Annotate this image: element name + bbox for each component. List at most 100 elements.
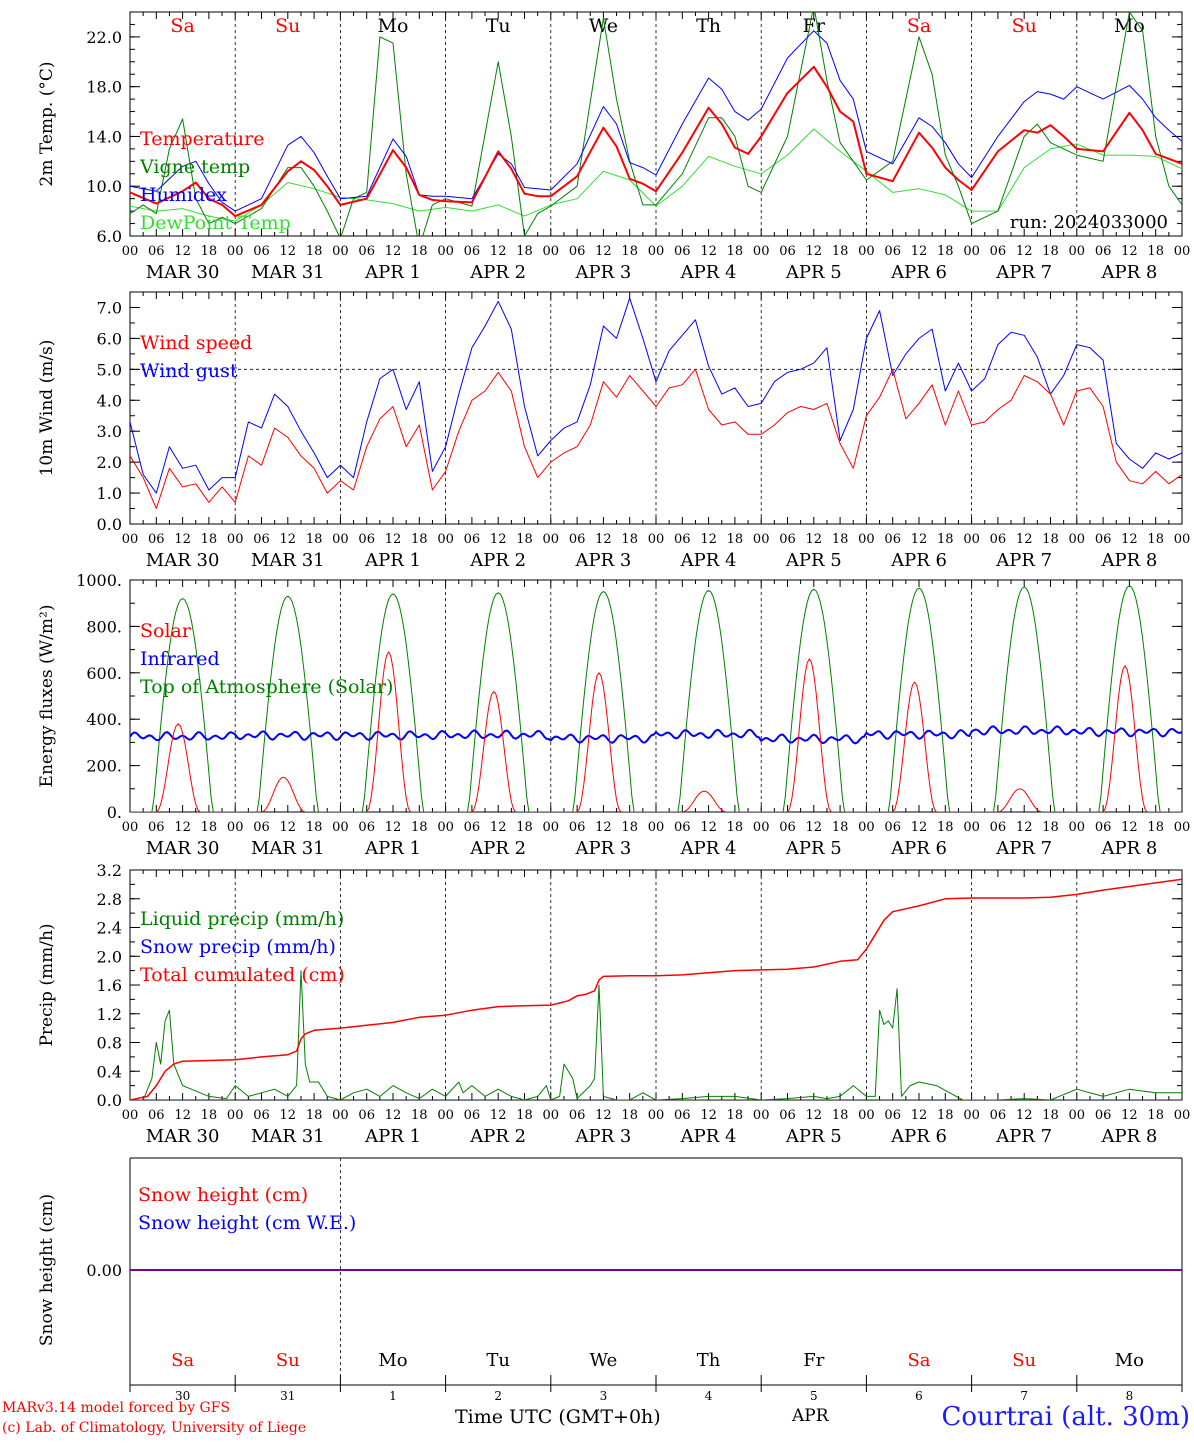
hour-tick-label: 12 bbox=[806, 244, 823, 259]
date-label: MAR 31 bbox=[251, 550, 325, 571]
hour-tick-label: 18 bbox=[201, 820, 218, 835]
hour-tick-label: 06 bbox=[464, 820, 481, 835]
hour-tick-label: 12 bbox=[1121, 1108, 1138, 1123]
legend-entry: Wind gust bbox=[140, 360, 238, 382]
day-name: Sa bbox=[170, 15, 194, 37]
hour-tick-label: 00 bbox=[1069, 1108, 1086, 1123]
legend-entry: Wind speed bbox=[140, 332, 252, 354]
hour-tick-label: 00 bbox=[648, 1108, 665, 1123]
hour-tick-label: 12 bbox=[1121, 244, 1138, 259]
hour-tick-label: 06 bbox=[990, 532, 1007, 547]
date-label: MAR 31 bbox=[251, 262, 325, 283]
date-label: APR 6 bbox=[890, 838, 947, 859]
date-label: APR 7 bbox=[995, 838, 1052, 859]
hour-tick-label: 12 bbox=[595, 244, 612, 259]
day-name: Su bbox=[1012, 15, 1037, 37]
time-axis-label: Time UTC (GMT+0h) bbox=[455, 1406, 661, 1428]
hour-tick-label: 00 bbox=[1174, 532, 1191, 547]
date-label: APR 5 bbox=[785, 550, 842, 571]
hour-tick-label: 06 bbox=[1095, 244, 1112, 259]
hour-tick-label: 00 bbox=[858, 244, 875, 259]
hour-tick-label: 06 bbox=[253, 532, 270, 547]
y-axis-label: 10m Wind (m/s) bbox=[37, 340, 57, 477]
hour-tick-label: 18 bbox=[621, 820, 638, 835]
hour-tick-label: 00 bbox=[753, 1108, 770, 1123]
hour-tick-label: 00 bbox=[543, 1108, 560, 1123]
series-line-wind-speed bbox=[130, 368, 1182, 509]
precip-series bbox=[130, 878, 1182, 1100]
hour-tick-label: 00 bbox=[858, 820, 875, 835]
y-tick-label: 3.2 bbox=[97, 861, 122, 880]
y-tick-label: 1.6 bbox=[97, 976, 122, 995]
date-label: APR 3 bbox=[574, 838, 631, 859]
hour-tick-label: 18 bbox=[201, 1108, 218, 1123]
hour-tick-label: 06 bbox=[358, 532, 375, 547]
y-tick-label: 0.00 bbox=[86, 1261, 122, 1280]
hour-tick-label: 00 bbox=[437, 820, 454, 835]
hour-tick-label: 06 bbox=[148, 1108, 165, 1123]
date-label: MAR 30 bbox=[146, 1126, 220, 1147]
date-label: MAR 31 bbox=[251, 1126, 325, 1147]
legend-entry: Liquid precip (mm/h) bbox=[140, 908, 344, 930]
hour-tick-label: 18 bbox=[516, 532, 533, 547]
legend-entry: Top of Atmosphere (Solar) bbox=[140, 676, 393, 698]
day-name: Su bbox=[276, 1350, 300, 1371]
hour-tick-label: 00 bbox=[858, 1108, 875, 1123]
hour-tick-label: 00 bbox=[227, 820, 244, 835]
month-label: APR bbox=[792, 1406, 829, 1426]
day-number: 31 bbox=[280, 1389, 295, 1403]
hour-tick-label: 18 bbox=[516, 820, 533, 835]
hour-tick-label: 18 bbox=[201, 244, 218, 259]
y-tick-label: 200. bbox=[86, 757, 122, 776]
date-label: APR 5 bbox=[785, 1126, 842, 1147]
series-line-total-cumulated-cm- bbox=[130, 878, 1182, 1100]
y-tick-label: 14.0 bbox=[86, 127, 122, 146]
hour-tick-label: 06 bbox=[1095, 532, 1112, 547]
hour-tick-label: 00 bbox=[543, 820, 560, 835]
legend-entry: DewPoint Temp bbox=[140, 212, 291, 234]
y-tick-label: 18.0 bbox=[86, 78, 122, 97]
day-name: Th bbox=[696, 15, 721, 37]
series-line-infrared bbox=[130, 725, 1182, 745]
hour-tick-label: 00 bbox=[437, 244, 454, 259]
hour-tick-label: 18 bbox=[621, 532, 638, 547]
hour-tick-label: 12 bbox=[700, 820, 717, 835]
hour-tick-label: 06 bbox=[569, 1108, 586, 1123]
hour-tick-label: 12 bbox=[806, 820, 823, 835]
hour-tick-label: 06 bbox=[569, 244, 586, 259]
y-tick-label: 6.0 bbox=[97, 329, 122, 348]
y-tick-label: 5.0 bbox=[97, 360, 122, 379]
date-label: APR 6 bbox=[890, 262, 947, 283]
date-label: APR 5 bbox=[785, 838, 842, 859]
hour-tick-label: 00 bbox=[122, 820, 139, 835]
hour-tick-label: 00 bbox=[753, 820, 770, 835]
y-tick-label: 600. bbox=[86, 664, 122, 683]
temperature-panel: 6.0 10.0 14.0 18.0 22.0 2m Temp. (°C) 00 06 12 18… bbox=[37, 11, 1190, 283]
hour-tick-label: 00 bbox=[1069, 244, 1086, 259]
hour-tick-label: 18 bbox=[832, 244, 849, 259]
hour-tick-label: 12 bbox=[595, 1108, 612, 1123]
hour-tick-label: 06 bbox=[253, 1108, 270, 1123]
hour-tick-label: 06 bbox=[779, 532, 796, 547]
hour-tick-label: 06 bbox=[990, 1108, 1007, 1123]
hour-tick-label: 00 bbox=[963, 532, 980, 547]
hour-tick-label: 18 bbox=[1147, 532, 1164, 547]
legend-entry: Temperature bbox=[140, 128, 264, 150]
hour-tick-label: 00 bbox=[648, 820, 665, 835]
day-number: 3 bbox=[600, 1389, 608, 1403]
day-number: 4 bbox=[705, 1389, 713, 1403]
y-axis-label: 2m Temp. (°C) bbox=[37, 61, 57, 186]
hour-tick-label: 00 bbox=[227, 244, 244, 259]
y-tick-label: 0.0 bbox=[97, 1091, 122, 1110]
hour-tick-label: 18 bbox=[306, 820, 323, 835]
day-name: We bbox=[590, 1350, 618, 1371]
hour-tick-label: 18 bbox=[411, 532, 428, 547]
date-label: APR 6 bbox=[890, 550, 947, 571]
day-number: 5 bbox=[810, 1389, 818, 1403]
date-label: APR 6 bbox=[890, 1126, 947, 1147]
hour-tick-label: 00 bbox=[648, 244, 665, 259]
hour-tick-label: 12 bbox=[1121, 820, 1138, 835]
hour-tick-label: 12 bbox=[385, 244, 402, 259]
hour-tick-label: 18 bbox=[411, 244, 428, 259]
